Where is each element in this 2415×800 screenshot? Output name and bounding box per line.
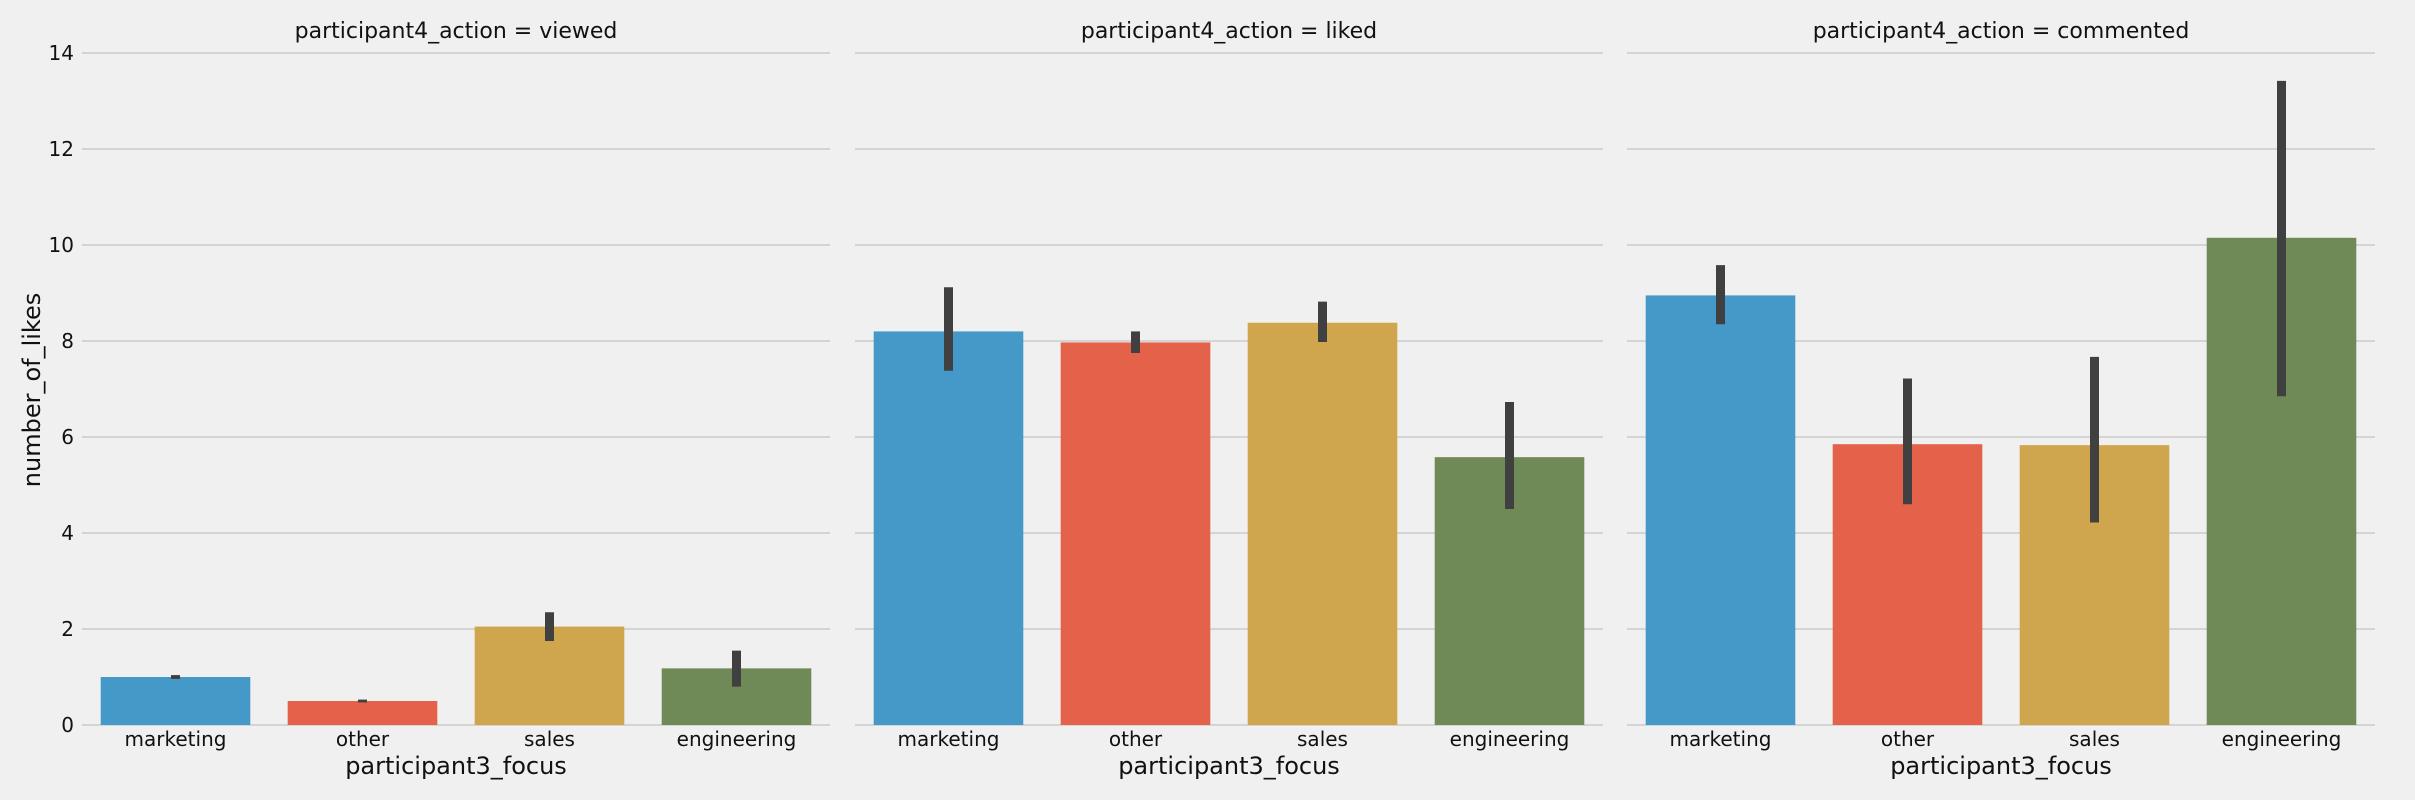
y-tick-label: 0 [61,713,74,737]
y-tick-label: 10 [49,233,74,257]
x-tick-label: marketing [898,727,1000,751]
y-tick-label: 6 [61,425,74,449]
y-tick-label: 8 [61,329,74,353]
bar-sales [1247,322,1398,725]
y-tick-label: 2 [61,617,74,641]
facet-panel-1: participant4_action = viewed marketing oth… [82,19,830,780]
bar-marketing [1645,295,1796,725]
y-tick-label: 14 [49,41,74,65]
x-axis-label: participant3_focus [1890,752,2112,780]
panel-title: participant4_action = liked [1081,19,1377,44]
bar-marketing [100,677,251,725]
x-tick-label: marketing [125,727,227,751]
x-tick-label: engineering [2222,727,2342,751]
x-axis-label: participant3_focus [345,752,567,780]
bar-marketing [873,331,1024,725]
x-tick-label: marketing [1670,727,1772,751]
y-tick-label: 4 [61,521,74,545]
x-tick-label: sales [2069,727,2120,751]
x-tick-label: sales [524,727,575,751]
x-axis-label: participant3_focus [1118,752,1340,780]
x-tick-label: other [336,727,390,751]
x-tick-label: engineering [1450,727,1570,751]
panel-title: participant4_action = commented [1813,19,2190,44]
x-tick-label: engineering [677,727,797,751]
facet-panel-3: participant4_action = commented marketing… [1627,19,2375,780]
panel-title: participant4_action = viewed [295,19,618,44]
x-tick-label: other [1109,727,1163,751]
y-tick-label: 12 [49,137,74,161]
x-tick-label: other [1881,727,1935,751]
bar-sales [474,626,625,725]
bar-other [1060,342,1211,725]
bar-other [287,701,438,725]
y-axis-label: number_of_likes [18,293,46,487]
facet-panel-2: participant4_action = liked marketing othe… [855,19,1603,780]
x-tick-label: sales [1297,727,1348,751]
